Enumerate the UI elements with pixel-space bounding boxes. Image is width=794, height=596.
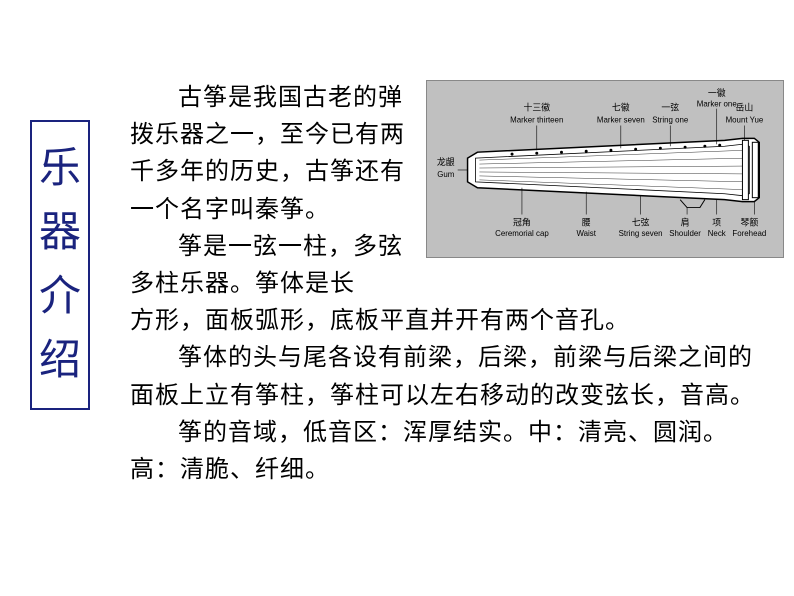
title-char-2: 器 (39, 212, 81, 254)
title-char-4: 绍 (39, 340, 81, 382)
paragraph-2b: 方形，面板弧形，底板平直并开有两个音孔。 (130, 303, 770, 340)
paragraph-4: 筝的音域，低音区：浑厚结实。中：清亮、圆润。高：清脆、纤细。 (130, 415, 770, 489)
paragraph-2a: 筝是一弦一柱，多弦多柱乐器。筝体是长 (130, 229, 420, 303)
paragraph-3: 筝体的头与尾各设有前梁，后梁，前梁与后梁之间的面板上立有筝柱，筝柱可以左右移动的… (130, 340, 770, 414)
paragraph-1: 古筝是我国古老的弹拨乐器之一，至今已有两千多年的历史，古筝还有一个名字叫秦筝。 (130, 80, 420, 229)
title-char-3: 介 (39, 276, 81, 318)
vertical-title-box: 乐 器 介 绍 (30, 120, 90, 410)
title-char-1: 乐 (39, 148, 81, 190)
content-text: 古筝是我国古老的弹拨乐器之一，至今已有两千多年的历史，古筝还有一个名字叫秦筝。 … (130, 80, 770, 489)
